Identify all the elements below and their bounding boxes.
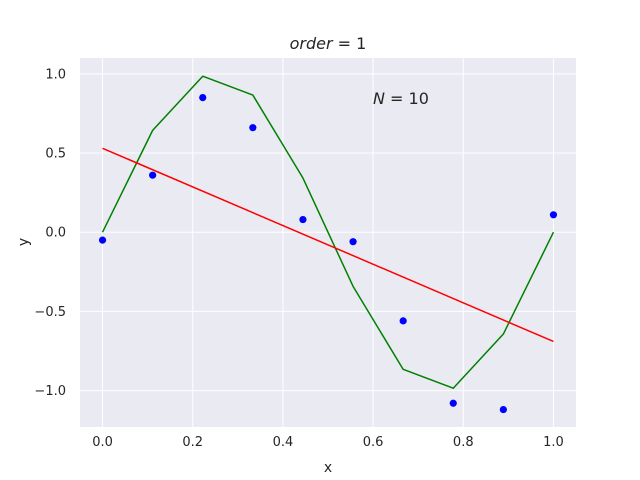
plot-background [80,58,576,427]
x-tick-label: 0.2 [182,435,203,450]
x-tick-label: 1.0 [543,435,564,450]
data-point [299,215,307,224]
data-point [499,405,507,414]
annotation: N = 10 [373,89,429,108]
x-tick-label: 0.4 [273,435,294,450]
y-tick-label: 0.0 [45,226,66,241]
y-tick-label: −1.0 [34,384,66,399]
y-tick-label: 1.0 [45,67,66,82]
data-point [249,124,257,132]
x-axis-label: x [324,460,332,476]
annotation-equation: = 10 [385,89,429,108]
title-variable: order [290,34,334,53]
data-point [399,317,407,325]
y-tick-labels: −1.0 −0.5 0.0 0.5 1.0 [34,67,66,399]
data-point [349,238,357,246]
x-tick-label: 0.0 [92,435,113,450]
y-tick-label: −0.5 [34,305,66,320]
annotation-variable: N [373,89,385,108]
series-layer [98,75,558,414]
title-equation: = 1 [333,34,367,53]
y-axis-label: y [16,238,32,246]
series-line-0 [101,75,555,389]
chart-title: order = 1 [290,34,367,53]
data-point [449,399,457,407]
data-point [549,211,558,219]
x-tick-label: 0.8 [453,435,474,450]
x-tick-label: 0.6 [363,435,384,450]
y-tick-label: 0.5 [45,147,66,162]
data-point [98,236,107,244]
x-tick-labels: 0.0 0.2 0.4 0.6 0.8 1.0 [92,435,564,450]
data-point [149,171,157,179]
series-line-1 [102,147,554,343]
data-point [199,93,207,102]
